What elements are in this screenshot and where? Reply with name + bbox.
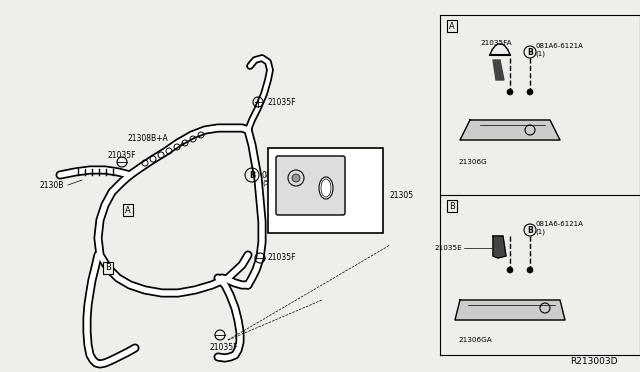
Text: 21035F: 21035F — [268, 97, 296, 106]
FancyBboxPatch shape — [276, 156, 345, 215]
Circle shape — [292, 174, 300, 182]
Polygon shape — [493, 236, 506, 258]
Text: B: B — [527, 225, 533, 234]
Text: 21035F: 21035F — [210, 343, 239, 352]
Text: 081A6-6121A
(1): 081A6-6121A (1) — [535, 221, 583, 235]
Text: 21306G: 21306G — [458, 159, 487, 165]
Bar — [268, 148, 383, 233]
Ellipse shape — [321, 179, 331, 197]
Text: 21305: 21305 — [390, 190, 414, 199]
Text: 21014VA: 21014VA — [306, 203, 340, 212]
Text: 21035F: 21035F — [108, 151, 136, 160]
Text: 21306GA: 21306GA — [458, 337, 492, 343]
Circle shape — [507, 267, 513, 273]
Text: 21308B+A: 21308B+A — [128, 134, 169, 142]
Text: 2130B: 2130B — [40, 180, 65, 189]
Text: B: B — [249, 170, 255, 180]
Text: B: B — [105, 263, 111, 273]
Text: 081A6-6121A
(1): 081A6-6121A (1) — [535, 43, 583, 57]
Text: 21035F: 21035F — [268, 253, 296, 263]
Circle shape — [527, 267, 533, 273]
Text: 21035FA: 21035FA — [480, 40, 511, 46]
Text: 21035E: 21035E — [435, 245, 462, 251]
Text: A: A — [449, 22, 455, 31]
Text: A: A — [125, 205, 131, 215]
Polygon shape — [455, 300, 565, 320]
Text: 08156-61633: 08156-61633 — [262, 170, 313, 180]
Circle shape — [527, 89, 533, 95]
Ellipse shape — [319, 177, 333, 199]
Text: (5): (5) — [262, 180, 272, 186]
Text: B: B — [527, 48, 533, 57]
Text: R213003D: R213003D — [570, 357, 618, 366]
Text: B: B — [449, 202, 455, 211]
Polygon shape — [493, 60, 504, 80]
Text: 21014V: 21014V — [283, 161, 312, 170]
Circle shape — [507, 89, 513, 95]
Polygon shape — [460, 120, 560, 140]
